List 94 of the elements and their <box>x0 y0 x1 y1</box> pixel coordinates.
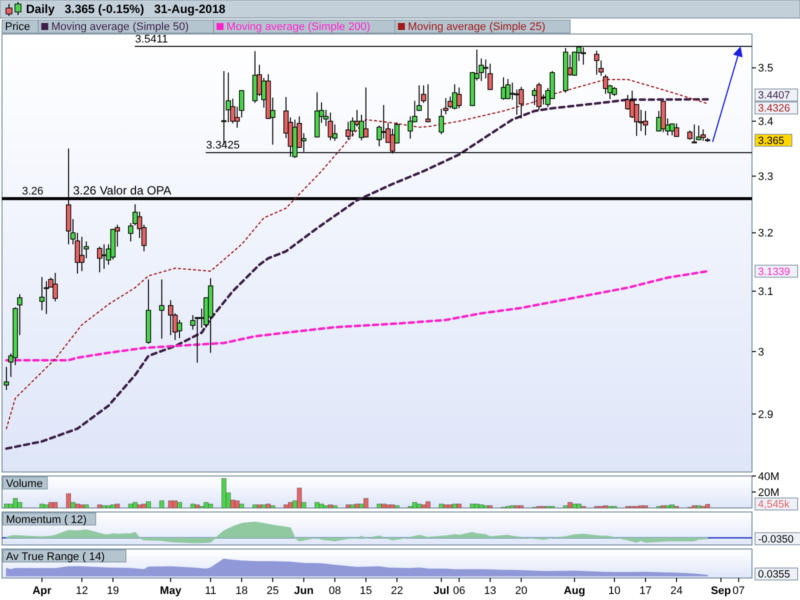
candlestick <box>674 122 680 138</box>
chart-title: Momentum ( 12) <box>6 514 87 526</box>
candlestick <box>168 300 174 336</box>
candlestick <box>612 86 618 96</box>
candlestick <box>425 84 431 123</box>
annotation: 3.26 Valor da OPA <box>73 184 172 198</box>
x-tick-label: 07 <box>732 585 745 597</box>
bar <box>346 504 351 508</box>
bar <box>17 502 22 508</box>
x-tick-label: Jun <box>294 585 314 597</box>
x-tick-label: 24 <box>670 585 683 597</box>
line-series <box>5 270 709 362</box>
x-tick-label: 20 <box>515 585 528 597</box>
x-tick-label: May <box>160 585 182 597</box>
legend-label: Moving average (Simple 50) <box>51 21 189 33</box>
candlestick <box>363 86 369 138</box>
bar <box>40 504 44 508</box>
bar <box>252 504 258 508</box>
y-tick-label: 2.9 <box>758 408 774 421</box>
bar <box>266 504 271 508</box>
bar <box>518 505 524 508</box>
ref-line-label: 3.26 <box>22 186 44 198</box>
bar <box>128 504 134 508</box>
x-tick-label: 11 <box>204 585 216 597</box>
candlestick <box>642 110 648 136</box>
y-tick-label: 3.2 <box>758 228 774 240</box>
bar <box>412 502 418 508</box>
candlestick <box>4 366 10 391</box>
x-tick-label: 25 <box>266 585 279 597</box>
x-tick-label: Sep <box>710 585 732 597</box>
x-tick-label: 12 <box>76 585 88 597</box>
bar <box>448 504 453 508</box>
chart-title: Volume <box>6 478 43 490</box>
y-tick-label: 40M <box>758 470 780 483</box>
x-tick-label: 19 <box>106 585 120 597</box>
candlestick <box>594 50 600 76</box>
x-tick-label: Apr <box>32 585 52 597</box>
candlestick <box>97 246 102 273</box>
x-tick-label: 06 <box>452 585 466 597</box>
legend-label: Moving average (Simple 25) <box>408 21 546 33</box>
bar <box>376 504 382 508</box>
x-tick-label: 22 <box>390 585 404 597</box>
y-tick-label: 3.5 <box>758 62 774 75</box>
legend-title: Price <box>5 21 30 33</box>
text: 3.4326 <box>758 102 790 115</box>
candlestick <box>39 276 45 311</box>
candlestick <box>505 78 511 100</box>
bar <box>256 504 262 508</box>
y-tick-label: 3.4 <box>758 116 774 128</box>
candlestick <box>536 82 542 110</box>
bar <box>510 505 515 508</box>
y-tick-label: 3.3 <box>758 171 774 184</box>
bar <box>563 505 568 508</box>
y-tick-label: 3.1 <box>758 286 774 298</box>
candlestick <box>159 278 164 340</box>
x-tick-label: 10 <box>608 585 621 597</box>
bar <box>44 504 49 508</box>
legend-label: Moving average (Simple 200) <box>226 21 370 33</box>
chart-title: Av True Range ( 14) <box>6 551 105 563</box>
annotation: 3.5411 <box>135 33 168 46</box>
x-tick-label: Aug <box>564 585 586 597</box>
x-tick-label: 08 <box>328 585 341 597</box>
text: 3.365 <box>758 134 784 147</box>
bar <box>696 505 702 508</box>
candlestick <box>532 87 538 106</box>
y-tick-label: 20M <box>758 486 780 499</box>
bar <box>194 504 200 508</box>
x-tick-label: Jul <box>433 585 450 597</box>
bar <box>284 504 288 508</box>
y-tick-label: 3 <box>758 346 764 358</box>
bar <box>483 505 488 508</box>
bar <box>4 504 9 508</box>
bar <box>84 504 89 508</box>
bar <box>660 505 666 508</box>
text: 3.1339 <box>758 266 790 278</box>
bar <box>478 504 484 508</box>
text: 0.0355 <box>758 568 790 581</box>
candlestick <box>346 121 351 140</box>
chart-title: Daily 3.365 (-0.15%) 31-Aug-2018 <box>26 2 226 16</box>
bar <box>332 505 338 508</box>
bar <box>168 500 174 508</box>
bar <box>114 504 120 508</box>
bar <box>438 504 444 508</box>
x-tick-label: 13 <box>484 585 496 597</box>
bar <box>52 502 58 508</box>
bar <box>159 500 164 508</box>
x-tick-label: 15 <box>360 585 372 597</box>
text: -0.0350 <box>758 533 794 546</box>
x-tick-label: 17 <box>639 585 652 597</box>
text: 4,545k <box>758 498 790 511</box>
bar <box>97 504 102 508</box>
text: 3.4407 <box>758 90 790 102</box>
x-tick-label: 18 <box>236 585 248 597</box>
annotation: 3.3425 <box>206 140 240 152</box>
